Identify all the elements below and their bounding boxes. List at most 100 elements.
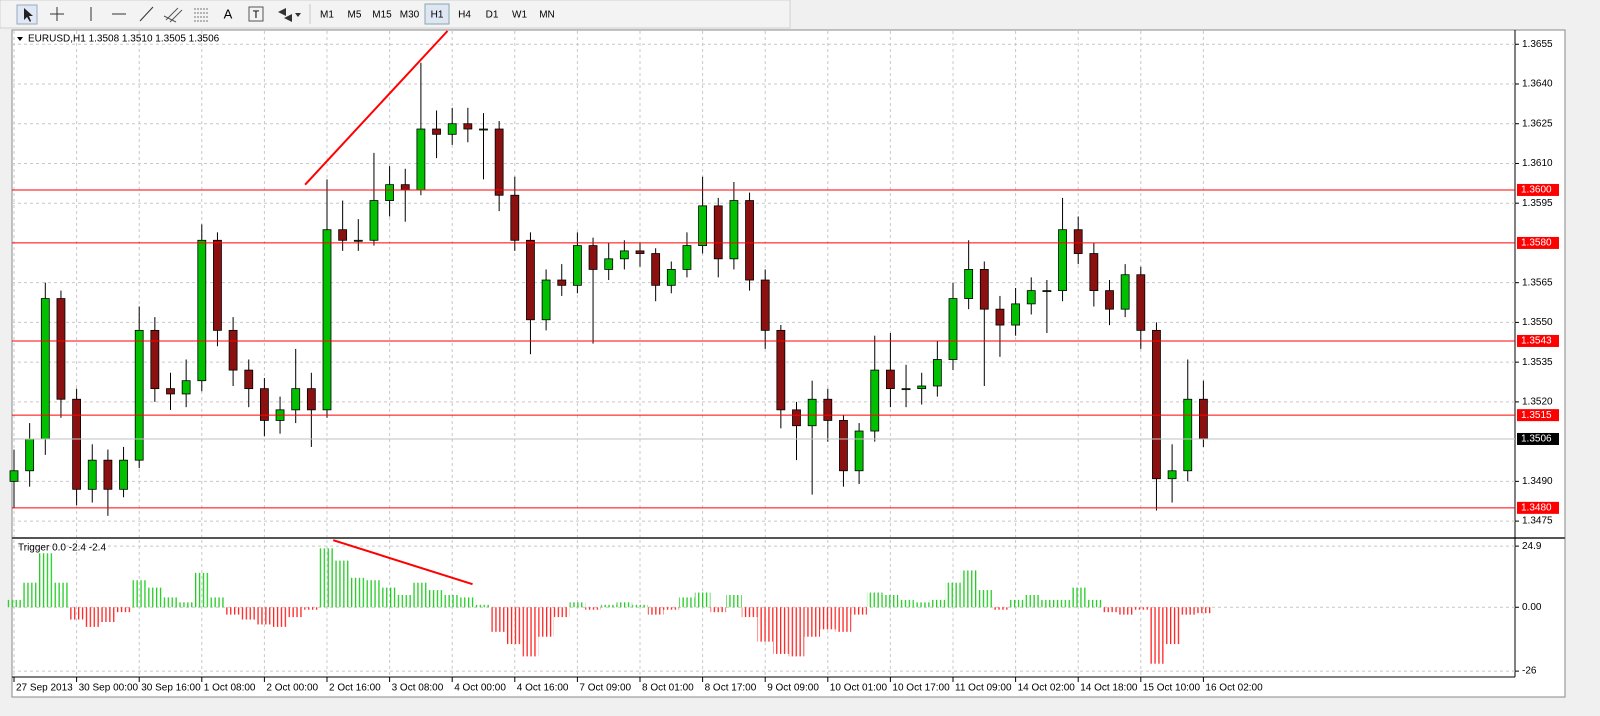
histogram-bar	[1133, 607, 1149, 610]
timeframe-button[interactable]: D1	[486, 10, 499, 21]
crosshair-button[interactable]	[50, 7, 64, 21]
candle-body	[588, 245, 598, 270]
y-tick-label: 1.3535	[1522, 357, 1553, 368]
histogram-bar	[1023, 594, 1040, 608]
candle-body	[369, 200, 379, 241]
histogram-bar	[366, 580, 382, 608]
histogram-bar	[788, 607, 805, 657]
current-price-label: 1.3506	[1521, 434, 1552, 445]
candle-body	[1011, 303, 1020, 326]
x-tick-label: 30 Sep 00:00	[79, 683, 139, 694]
histogram-bar	[475, 604, 492, 608]
trend-line	[304, 30, 449, 186]
candle-body	[745, 200, 754, 281]
x-tick-label: 14 Oct 02:00	[1018, 683, 1076, 694]
toolbar-bg	[0, 0, 791, 29]
x-tick-label: 27 Sep 2013	[16, 683, 73, 694]
indicator-title: Trigger 0.0 -2.4 -2.4	[18, 543, 106, 554]
timeframe-button[interactable]: M15	[372, 10, 392, 21]
histogram-bar	[1086, 599, 1102, 608]
timeframe-button[interactable]: M30	[400, 10, 420, 21]
candle-body	[150, 329, 160, 390]
price-tag	[1517, 334, 1559, 347]
x-tick-label: 2 Oct 16:00	[329, 683, 381, 694]
histogram-bar	[1070, 587, 1086, 608]
candle-body	[1105, 290, 1114, 310]
label-tool[interactable]: T	[253, 9, 260, 21]
histogram-bar	[1101, 607, 1118, 613]
histogram-bar	[1117, 607, 1133, 615]
price-tag-label: 1.3580	[1521, 238, 1552, 249]
candle-body	[416, 128, 426, 191]
candle-body	[651, 253, 661, 286]
candle-body	[1089, 253, 1099, 292]
timeframe-button[interactable]: M5	[348, 10, 362, 21]
toolbar: A T M1 M5 M15 M30 H1 H4 D1 W1 MN	[0, 0, 791, 29]
histogram-bar	[1039, 599, 1055, 608]
timeframe-button[interactable]: W1	[512, 10, 527, 21]
candle-body	[792, 409, 801, 427]
histogram-bar	[334, 560, 351, 608]
histogram-bar	[225, 607, 241, 615]
timeframe-selected[interactable]	[424, 3, 450, 25]
histogram-bar	[6, 599, 22, 608]
candle-body	[854, 430, 864, 472]
fibo-button[interactable]	[194, 8, 208, 22]
timeframe-button[interactable]: MN	[539, 10, 555, 21]
histogram-bar	[741, 607, 758, 618]
candle-body	[1167, 470, 1177, 480]
timeframe-button[interactable]: H4	[458, 10, 471, 21]
dropdown[interactable]	[295, 13, 301, 17]
x-tick-label: 11 Oct 09:00	[955, 683, 1012, 694]
channel-button[interactable]	[163, 7, 183, 23]
candle-body	[901, 388, 911, 391]
histogram-bar	[1179, 607, 1196, 615]
histogram-bar	[804, 607, 820, 637]
candle-body	[1058, 229, 1067, 292]
histogram-bar	[600, 604, 617, 608]
timeframe-button[interactable]: H1	[431, 10, 444, 21]
candle-body	[635, 250, 645, 254]
x-tick-label: 16 Oct 02:00	[1205, 683, 1263, 694]
histogram-bar	[84, 607, 101, 627]
label-tool-box[interactable]	[248, 6, 264, 22]
candle-body	[698, 205, 707, 246]
trendline-button[interactable]	[139, 6, 154, 22]
y-tick-label: -26	[1522, 666, 1537, 677]
candle-body	[103, 459, 113, 490]
histogram-bar	[1007, 599, 1024, 608]
histogram-bar	[178, 602, 194, 608]
histogram-bar	[381, 587, 398, 608]
x-tick-label: 10 Oct 01:00	[830, 683, 888, 694]
candle-body	[1199, 398, 1208, 440]
y-tick-label: 1.3640	[1522, 79, 1553, 90]
y-tick-label: 1.3655	[1522, 39, 1553, 50]
candle-body	[604, 258, 614, 270]
candle-body	[823, 398, 833, 421]
chart-title: EURUSD,H1 1.3508 1.3510 1.3505 1.3506	[28, 34, 220, 45]
x-tick-label: 4 Oct 16:00	[517, 683, 569, 694]
text-tool[interactable]: A	[224, 6, 233, 21]
histogram-bar	[898, 599, 914, 608]
timeframe-button[interactable]: M1	[320, 10, 334, 21]
candle-body	[526, 239, 535, 321]
histogram-bar	[256, 607, 273, 625]
histogram-bar	[491, 607, 507, 632]
y-tick-label: 1.3625	[1522, 118, 1553, 129]
candle-body	[1042, 290, 1052, 293]
candle-body	[259, 388, 269, 421]
candle-body	[682, 245, 692, 270]
x-tick-label: 8 Oct 17:00	[705, 683, 757, 694]
arrows-button[interactable]	[278, 8, 292, 22]
y-tick-label: 1.3520	[1522, 397, 1553, 408]
candle-body	[244, 369, 254, 390]
histogram-bar	[960, 570, 977, 608]
y-tick-label: 1.3550	[1522, 317, 1553, 328]
x-tick-label: 7 Oct 09:00	[579, 683, 631, 694]
plot-layer: 1.3655 1.3640 1.3625 1.3610 1.3595 1.3565 1.35…	[6, 30, 1559, 694]
y-tick-label: 1.3610	[1522, 158, 1553, 169]
histogram-bar	[209, 597, 226, 608]
histogram-bar	[694, 592, 711, 608]
histogram-bar	[115, 607, 132, 613]
price-tag-label: 1.3480	[1521, 502, 1552, 513]
